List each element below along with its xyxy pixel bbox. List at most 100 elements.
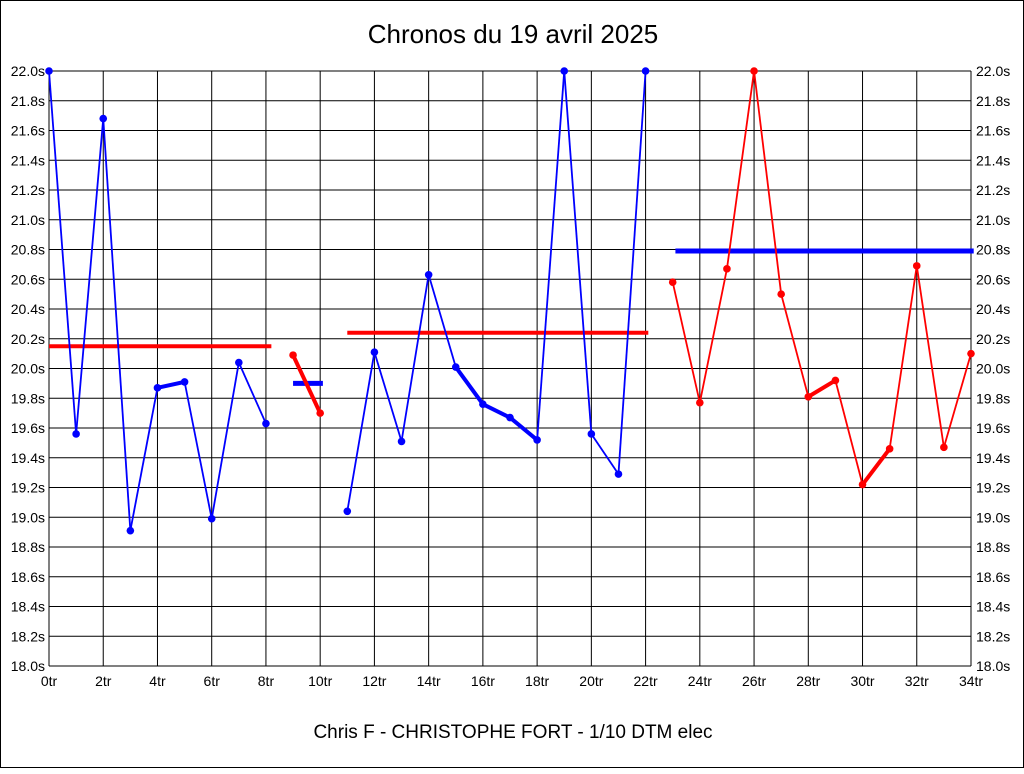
lap-marker (99, 114, 108, 123)
lap-marker (207, 514, 216, 523)
lap-segment (291, 354, 322, 414)
y-tick-label-right: 20.0s (976, 361, 1010, 377)
y-tick-label-left: 19.2s (11, 480, 45, 496)
y-tick-label-right: 20.8s (976, 242, 1010, 258)
lap-segment (834, 380, 864, 485)
y-tick-label-left: 21.4s (11, 152, 45, 168)
lap-marker (723, 265, 731, 273)
x-tick-label: 16tr (471, 673, 495, 689)
lap-marker (668, 278, 677, 287)
y-tick-label-right: 20.6s (976, 271, 1010, 287)
x-tick-label: 10tr (308, 673, 332, 689)
x-tick-label: 0tr (41, 673, 58, 689)
y-tick-label-left: 20.8s (11, 242, 45, 258)
y-tick-label-right: 18.0s (976, 658, 1010, 674)
lap-segment (860, 447, 892, 486)
lap-marker (262, 419, 270, 428)
x-tick-label: 34tr (959, 673, 983, 689)
lap-segment (915, 265, 945, 448)
y-tick-label-right: 18.6s (976, 569, 1010, 585)
lap-marker (72, 430, 80, 438)
y-tick-label-right: 19.6s (976, 420, 1010, 436)
lap-marker (912, 262, 921, 270)
lap-segment (454, 365, 485, 406)
x-tick-label: 12tr (362, 673, 386, 689)
lap-segment (726, 70, 755, 269)
lap-segment (807, 378, 837, 399)
lap-segment (210, 362, 240, 519)
lap-marker (235, 358, 243, 367)
y-tick-label-right: 19.8s (976, 390, 1010, 406)
lap-marker (180, 378, 189, 386)
lap-marker (696, 398, 704, 407)
series-stint-1-blue (45, 67, 270, 535)
y-tick-label-left: 22.0s (11, 63, 45, 79)
lap-segment (346, 351, 376, 512)
lap-segment (48, 70, 78, 435)
x-tick-label: 32tr (905, 673, 929, 689)
lap-marker (451, 363, 460, 371)
y-tick-label-left: 21.0s (11, 212, 45, 228)
lap-segment (943, 353, 972, 448)
y-tick-label-right: 21.0s (976, 212, 1010, 228)
lap-marker (397, 437, 406, 446)
y-axis-labels-left: 18.0s 18.2s 18.4s 18.6s 18.8s 19.0s 19.2s 19.4s… (11, 63, 45, 674)
lap-marker (533, 436, 541, 444)
y-tick-label-left: 18.6s (11, 569, 45, 585)
x-tick-label: 24tr (688, 673, 712, 689)
lap-marker (126, 526, 135, 535)
lap-marker (940, 443, 948, 452)
y-tick-label-right: 18.4s (976, 599, 1010, 615)
lap-marker (370, 348, 379, 356)
y-tick-label-right: 19.4s (976, 450, 1010, 466)
footer-label: Chris F - CHRISTOPHE FORT - 1/10 DTM ele… (313, 722, 712, 743)
y-tick-label-right: 21.6s (976, 123, 1010, 139)
lap-segment (753, 70, 783, 295)
lap-marker (316, 409, 324, 417)
lap-segment (102, 118, 132, 531)
lap-segment (698, 268, 728, 403)
x-tick-label: 8tr (258, 673, 275, 689)
lap-segment (617, 70, 647, 475)
lap-marker (153, 384, 162, 392)
y-tick-label-left: 19.4s (11, 450, 45, 466)
lap-marker (641, 67, 650, 75)
lap-segment (671, 282, 701, 403)
y-tick-label-left: 20.4s (11, 301, 45, 317)
lap-marker (804, 392, 813, 401)
lap-marker (831, 376, 840, 385)
y-tick-label-right: 19.0s (976, 509, 1010, 525)
series-stint-4-red (668, 67, 975, 489)
lap-marker (45, 67, 53, 75)
lap-marker (614, 470, 623, 478)
lap-segment (238, 362, 267, 424)
y-tick-label-right: 18.8s (976, 539, 1010, 555)
grid-lines (48, 70, 972, 667)
y-tick-label-right: 21.4s (976, 152, 1010, 168)
lap-marker (750, 67, 758, 75)
lap-marker (424, 270, 433, 279)
y-tick-label-left: 19.8s (11, 390, 45, 406)
lap-segment (780, 293, 810, 397)
y-tick-label-left: 21.8s (11, 93, 45, 109)
y-tick-label-right: 19.2s (976, 480, 1010, 496)
lap-segment (536, 70, 566, 440)
lap-segment (129, 387, 159, 531)
lap-segment (373, 351, 403, 442)
lap-segment (75, 118, 105, 435)
y-tick-label-left: 19.6s (11, 420, 45, 436)
y-tick-label-right: 18.2s (976, 628, 1010, 644)
y-tick-label-left: 18.2s (11, 628, 45, 644)
y-tick-label-right: 22.0s (976, 63, 1010, 79)
lap-marker (560, 67, 569, 75)
y-tick-label-left: 21.2s (11, 182, 45, 198)
series-stint-2-red (289, 351, 324, 417)
y-tick-label-right: 20.4s (976, 301, 1010, 317)
lap-segment (563, 70, 593, 435)
x-tick-label: 18tr (525, 673, 549, 689)
lap-segment (590, 433, 620, 475)
y-tick-label-left: 18.8s (11, 539, 45, 555)
y-tick-label-left: 19.0s (11, 509, 45, 525)
y-tick-label-left: 18.0s (11, 658, 45, 674)
